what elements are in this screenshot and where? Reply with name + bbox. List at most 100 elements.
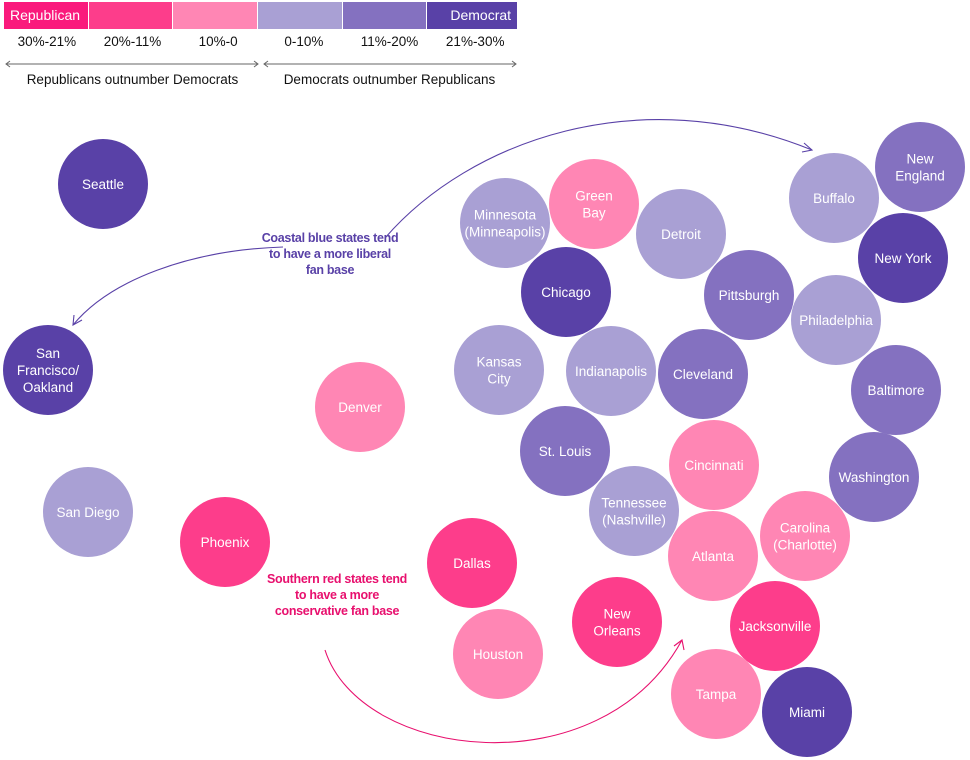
- swatch-r1: [173, 2, 259, 29]
- bubble-circle: [851, 345, 941, 435]
- bubble-circle: [858, 213, 948, 303]
- legend-ranges: 30%-21% 20%-11% 10%-0 0-10% 11%-20% 21%-…: [4, 34, 518, 49]
- bubble-label: Philadelphia: [799, 313, 873, 328]
- range-label: 11%-20%: [360, 34, 419, 49]
- bubble-label: Chicago: [541, 285, 591, 300]
- city-bubble: Atlanta: [668, 511, 758, 601]
- arrow-red-east: [324, 639, 683, 744]
- city-bubble: Chicago: [521, 247, 611, 337]
- bubble-circle: [460, 178, 550, 268]
- bubble-circle: [760, 491, 850, 581]
- city-bubble: Pittsburgh: [704, 250, 794, 340]
- bubble-label: Jacksonville: [739, 619, 812, 634]
- bubble-label: (Nashville): [602, 513, 666, 528]
- bubble-label: Orleans: [593, 624, 641, 639]
- city-bubble: Buffalo: [789, 153, 879, 243]
- bubble-circle: [791, 275, 881, 365]
- range-label: 20%-11%: [103, 34, 162, 49]
- bubble-circle: [453, 609, 543, 699]
- range-label: 30%-21%: [17, 34, 77, 49]
- city-bubble: Baltimore: [851, 345, 941, 435]
- democrat-group-label: Democrats outnumber Republicans: [283, 72, 496, 87]
- swatch-democrat: Democrat: [427, 2, 519, 29]
- bubble-label: Dallas: [453, 556, 491, 571]
- city-bubble: Denver: [315, 362, 405, 452]
- city-bubble: San Francisco/Oakland: [3, 325, 93, 415]
- bubble-circle: [669, 420, 759, 510]
- city-bubble: Houston: [453, 609, 543, 699]
- arrow-blue-west: [72, 246, 284, 326]
- bubble-circle: [572, 577, 662, 667]
- city-bubble: New York: [858, 213, 948, 303]
- legend-groups: Republicans outnumber Democrats Democrat…: [4, 71, 518, 88]
- city-bubble: Philadelphia: [791, 275, 881, 365]
- city-bubble: Phoenix: [180, 497, 270, 587]
- bubble-label: Cincinnati: [684, 458, 743, 473]
- bubble-circle: [704, 250, 794, 340]
- bubble-circle: [454, 325, 544, 415]
- bubble-circle: [658, 329, 748, 419]
- bubble-circle: [549, 159, 639, 249]
- bubble-circle: [427, 518, 517, 608]
- bubble-label: Miami: [789, 705, 825, 720]
- city-bubble: Carolina (Charlotte): [760, 491, 850, 581]
- swatch-d2: [342, 2, 428, 29]
- bubble-label: Baltimore: [867, 383, 924, 398]
- bubble-circle: [315, 362, 405, 452]
- city-bubble: Miami: [762, 667, 852, 757]
- bubble-label: Denver: [338, 400, 382, 415]
- republican-group-label: Republicans outnumber Democrats: [26, 72, 239, 87]
- bubble-label: Tennessee: [601, 496, 666, 511]
- bubble-label: St. Louis: [539, 444, 592, 459]
- bubble-circle: [58, 139, 148, 229]
- range-label: 21%-30%: [445, 34, 505, 49]
- bubble-label: Buffalo: [813, 191, 855, 206]
- red-annotation: Southern red states tend to have a more …: [266, 572, 408, 618]
- bubble-label: City: [487, 372, 510, 387]
- city-bubble: Cincinnati: [669, 420, 759, 510]
- bubble-label: Oakland: [23, 380, 73, 395]
- city-bubble: Seattle: [58, 139, 148, 229]
- bubble-label: New: [603, 607, 630, 622]
- bubble-circle: [762, 667, 852, 757]
- bubble-label: Atlanta: [692, 549, 735, 564]
- double-arrow-icon: [5, 60, 517, 68]
- city-bubble: Indianapolis: [566, 326, 656, 416]
- city-bubble: New Orleans: [572, 577, 662, 667]
- swatch-republican: Republican: [4, 2, 89, 29]
- bubble-circle: [521, 247, 611, 337]
- city-bubble: Minnesota (Minneapolis): [460, 178, 550, 268]
- bubble-circle: [829, 432, 919, 522]
- bubble-label: Green: [575, 189, 613, 204]
- swatch-r2: [88, 2, 174, 29]
- range-label: 10%-0: [198, 34, 238, 49]
- bubble-label: Seattle: [82, 177, 124, 192]
- bubble-label: Phoenix: [201, 535, 250, 550]
- swatch-d1: [258, 2, 343, 29]
- bubble-label: England: [895, 169, 945, 184]
- range-label: 0-10%: [284, 34, 324, 49]
- city-bubble: Tennessee (Nashville): [589, 466, 679, 556]
- bubble-label: Bay: [582, 206, 606, 221]
- city-bubble: St. Louis: [520, 406, 610, 496]
- bubble-circle: [789, 153, 879, 243]
- bubble-circle: [43, 467, 133, 557]
- bubble-circle: [520, 406, 610, 496]
- city-bubble: Cleveland: [658, 329, 748, 419]
- city-bubble: Detroit: [636, 189, 726, 279]
- bubble-label: New York: [874, 251, 931, 266]
- bubble-label: (Charlotte): [773, 538, 837, 553]
- bubble-circle: [671, 649, 761, 739]
- bubble-label: Indianapolis: [575, 364, 647, 379]
- legend-swatches: Republican Democrat: [4, 2, 519, 29]
- bubble-label: Carolina: [780, 521, 831, 536]
- bubble-label: New: [906, 152, 933, 167]
- city-bubble: Tampa: [671, 649, 761, 739]
- bubble-circle: [180, 497, 270, 587]
- legend: Republican Democrat 30%-21% 20%-11% 10%-…: [4, 2, 519, 88]
- bubble-label: San: [36, 346, 60, 361]
- city-bubble: Green Bay: [549, 159, 639, 249]
- blue-annotation: Coastal blue states tend to have a more …: [261, 231, 399, 277]
- city-bubble: Washington: [829, 432, 919, 522]
